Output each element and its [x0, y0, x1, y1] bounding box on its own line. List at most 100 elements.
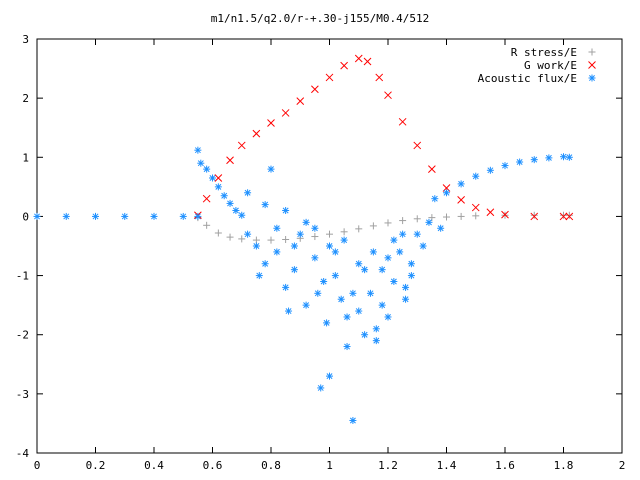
data-point [273, 224, 281, 232]
data-point [472, 172, 480, 180]
data-point [530, 156, 538, 164]
data-point [530, 212, 539, 221]
data-point [302, 301, 310, 309]
data-point [565, 211, 573, 219]
data-point [398, 117, 407, 126]
data-point [471, 203, 480, 212]
y-tick-label: 1 [22, 151, 29, 164]
data-point [325, 73, 334, 82]
data-point [369, 222, 377, 230]
data-point [317, 384, 325, 392]
data-point [314, 289, 322, 297]
data-point [349, 416, 357, 424]
data-point [457, 180, 465, 188]
data-point [261, 260, 269, 268]
data-point [244, 189, 252, 197]
data-point [282, 207, 290, 215]
data-point [516, 158, 524, 166]
data-point [559, 212, 568, 221]
x-tick-label: 1.6 [495, 459, 515, 472]
data-point [375, 73, 384, 82]
data-point [252, 129, 261, 138]
data-point [437, 224, 445, 232]
data-point [501, 162, 509, 170]
data-point [226, 233, 234, 241]
y-tick-label: -2 [16, 329, 29, 342]
data-point [501, 210, 509, 219]
data-point [384, 219, 392, 227]
data-point [320, 277, 328, 285]
data-point [407, 260, 415, 268]
data-point [560, 153, 567, 161]
data-point [486, 208, 495, 217]
data-point [194, 146, 202, 154]
y-tick-label: 0 [22, 210, 29, 223]
y-tick-label: 3 [22, 33, 29, 46]
data-point [343, 343, 351, 351]
data-point [62, 212, 70, 220]
data-point [413, 215, 421, 223]
data-point [331, 248, 339, 256]
data-point [273, 248, 281, 256]
data-point [214, 229, 222, 237]
data-point [281, 109, 290, 117]
x-tick-label: 0.6 [203, 459, 223, 472]
x-tick-label: 0.8 [261, 459, 281, 472]
data-point [354, 54, 363, 63]
data-point [384, 313, 392, 321]
data-point [457, 212, 465, 220]
data-point [238, 211, 246, 219]
data-point [472, 212, 480, 220]
data-point [290, 242, 298, 250]
data-point [267, 119, 275, 127]
data-point [282, 283, 290, 291]
data-point [390, 277, 398, 285]
data-point [237, 141, 246, 150]
series-2 [33, 146, 573, 424]
data-point [33, 212, 41, 220]
data-point [355, 260, 363, 268]
data-point [92, 212, 99, 220]
data-point [396, 248, 404, 256]
data-point [150, 212, 158, 220]
data-point [311, 254, 319, 262]
x-tick-label: 1.2 [378, 459, 398, 472]
data-point [194, 212, 202, 220]
x-tick-label: 0 [34, 459, 41, 472]
x-tick-label: 0.2 [86, 459, 106, 472]
data-point [261, 201, 269, 209]
data-point [209, 174, 216, 182]
data-point [214, 174, 223, 182]
data-point [252, 242, 260, 250]
axis-ticks: 0 0.2 0.4 0.6 0.8 1 1.2 1.4 1.6 1.8 2 -4 -3 -2 -1 0 1 2 3 [16, 33, 626, 472]
data-point [340, 228, 348, 236]
legend-label: R stress/E [511, 46, 577, 59]
data-point [302, 218, 310, 226]
data-point [282, 235, 290, 243]
data-point [326, 372, 333, 380]
data-point [399, 230, 407, 238]
data-point [363, 57, 372, 66]
data-point [407, 272, 415, 280]
data-point [384, 254, 392, 262]
y-tick-label: -3 [16, 388, 29, 401]
x-tick-label: 1.4 [437, 459, 457, 472]
data-point [331, 272, 339, 280]
data-point [220, 192, 228, 200]
x-tick-label: 1 [326, 459, 333, 472]
data-point [402, 283, 410, 291]
data-point [486, 166, 494, 174]
y-tick-label: -4 [16, 447, 30, 460]
data-point [413, 230, 421, 238]
data-point [443, 189, 450, 197]
data-point [214, 183, 222, 191]
data-point [326, 242, 333, 250]
data-point [402, 295, 410, 303]
data-point [255, 272, 263, 280]
data-point [323, 319, 331, 327]
x-tick-label: 1.8 [554, 459, 574, 472]
data-point [203, 221, 211, 229]
data-point [355, 307, 363, 315]
data-point [311, 233, 319, 241]
y-tick-label: -1 [16, 270, 29, 283]
